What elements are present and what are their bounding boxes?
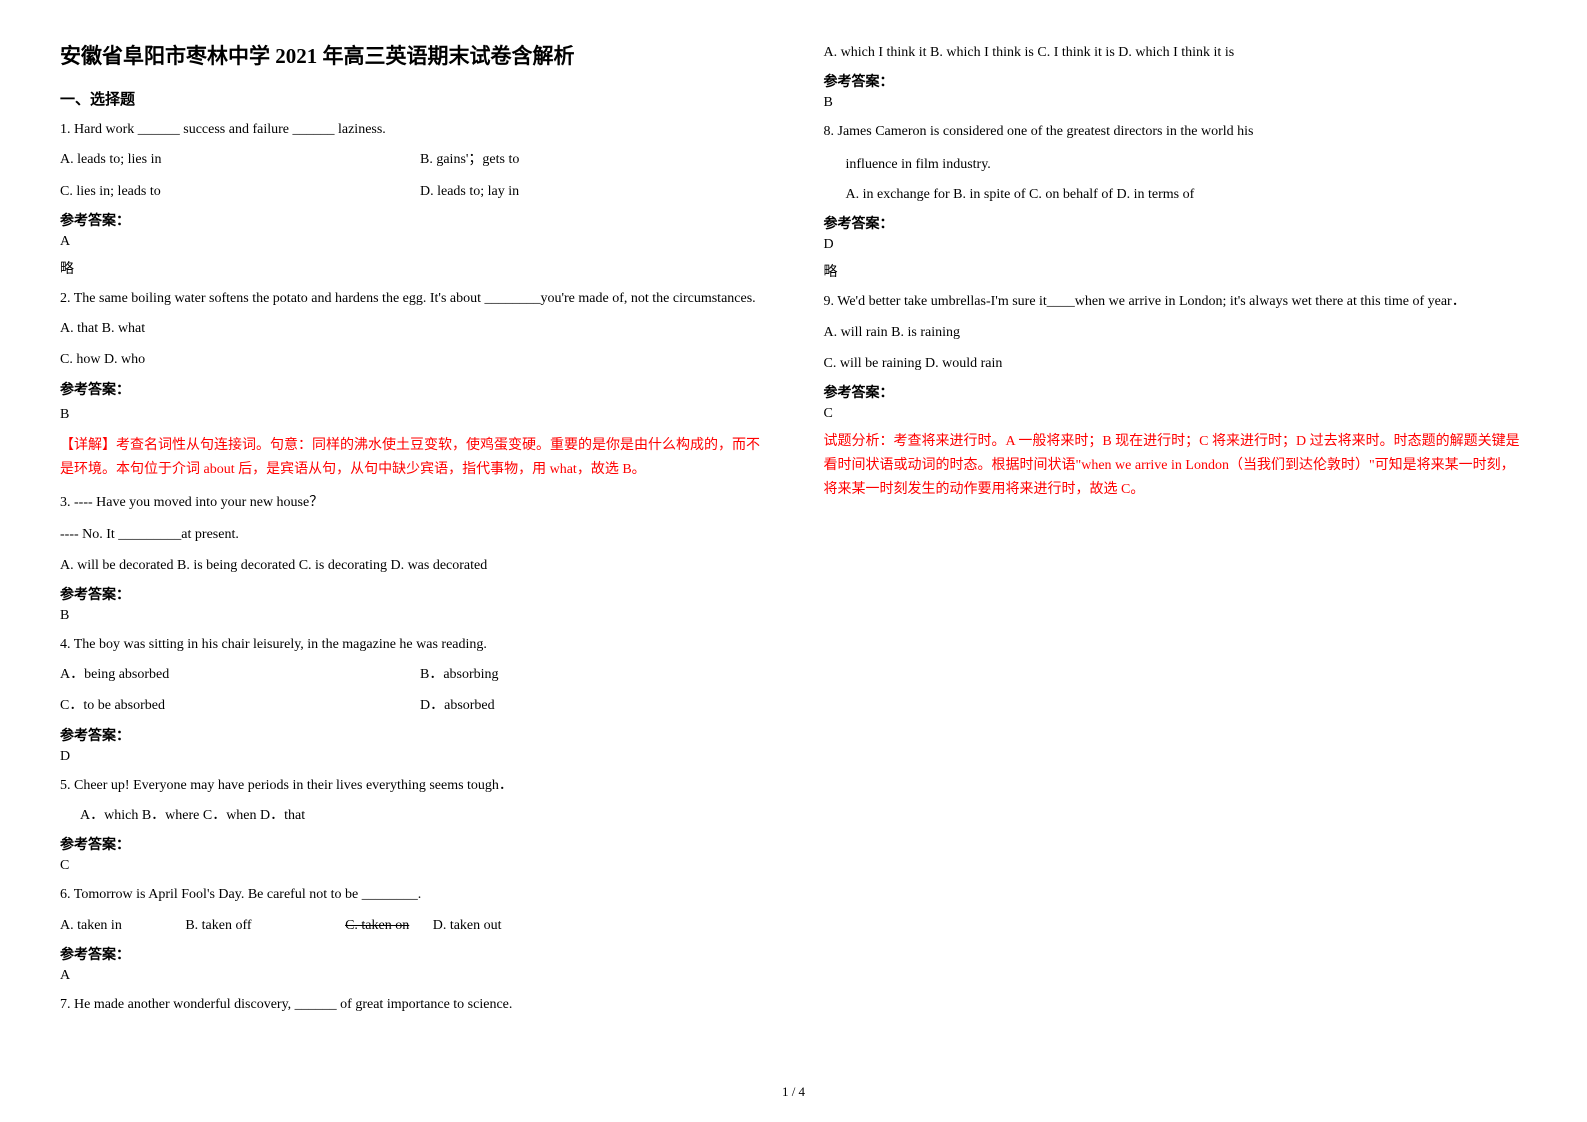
q8-ans-label: 参考答案：: [824, 213, 1528, 233]
page-title: 安徽省阜阳市枣林中学 2021 年高三英语期末试卷含解析: [60, 40, 764, 70]
q2-optAB: A. that B. what: [60, 316, 764, 341]
q4-row2: C．to be absorbed D．absorbed: [60, 693, 764, 718]
q4-optA: A．being absorbed: [60, 662, 420, 687]
q5-ans-label: 参考答案：: [60, 834, 764, 854]
q3-ans: B: [60, 608, 764, 624]
q4-ans-label: 参考答案：: [60, 725, 764, 745]
q9-optAB: A. will rain B. is raining: [824, 320, 1528, 345]
q6-stem: 6. Tomorrow is April Fool's Day. Be care…: [60, 884, 764, 906]
q4-optD: D．absorbed: [420, 693, 495, 718]
q6-optA: A. taken in: [60, 913, 122, 938]
q8-ans: D: [824, 237, 1528, 253]
q4-stem: 4. The boy was sitting in his chair leis…: [60, 634, 764, 656]
q1-optD: D. leads to; lay in: [420, 179, 519, 204]
q5-ans: C: [60, 858, 764, 874]
q4-optC: C．to be absorbed: [60, 693, 420, 718]
q5-stem: 5. Cheer up! Everyone may have periods i…: [60, 775, 764, 797]
q5-opts: A．which B．where C．when D．that: [60, 803, 764, 828]
q1-row2: C. lies in; leads to D. leads to; lay in: [60, 179, 764, 204]
q7-opts: A. which I think it B. which I think is …: [824, 40, 1528, 65]
q1-stem: 1. Hard work ______ success and failure …: [60, 119, 764, 141]
q3-stem2: ---- No. It _________at present.: [60, 524, 764, 546]
q2-ans: B: [60, 403, 764, 427]
q6-ans-label: 参考答案：: [60, 944, 764, 964]
q7-ans: B: [824, 95, 1528, 111]
section-heading: 一、选择题: [60, 88, 764, 109]
q9-optCD: C. will be raining D. would rain: [824, 351, 1528, 376]
q7-stem: 7. He made another wonderful discovery, …: [60, 994, 764, 1016]
q1-ans: A: [60, 234, 764, 250]
q4-ans: D: [60, 749, 764, 765]
q4-optB: B．absorbing: [420, 662, 499, 687]
q2-optCD: C. how D. who: [60, 347, 764, 372]
q1-row1: A. leads to; lies in B. gains'；gets to: [60, 147, 764, 172]
q9-stem: 9. We'd better take umbrellas-I'm sure i…: [824, 291, 1528, 313]
q6-ans: A: [60, 968, 764, 984]
q4-row1: A．being absorbed B．absorbing: [60, 662, 764, 687]
q6-optC: C. taken on: [345, 913, 409, 938]
q3-ans-label: 参考答案：: [60, 584, 764, 604]
q2-explain: 【详解】考查名词性从句连接词。句意：同样的沸水使土豆变软，使鸡蛋变硬。重要的是你…: [60, 434, 764, 482]
q6-optB: B. taken off: [185, 913, 251, 938]
q8-note: 略: [824, 261, 1528, 281]
q1-note: 略: [60, 258, 764, 278]
q2-stem: 2. The same boiling water softens the po…: [60, 288, 764, 310]
q8-opts: A. in exchange for B. in spite of C. on …: [824, 182, 1528, 207]
q1-optC: C. lies in; leads to: [60, 179, 420, 204]
q3-opts: A. will be decorated B. is being decorat…: [60, 553, 764, 578]
q6-opts: A. taken in B. taken off C. taken on D. …: [60, 913, 764, 938]
q8-stem1: 8. James Cameron is considered one of th…: [824, 121, 1528, 143]
q3-stem1: 3. ---- Have you moved into your new hou…: [60, 492, 764, 514]
q1-optB: B. gains'；gets to: [420, 147, 519, 172]
q9-explain: 试题分析：考查将来进行时。A 一般将来时；B 现在进行时；C 将来进行时；D 过…: [824, 430, 1528, 501]
q7-ans-label: 参考答案：: [824, 71, 1528, 91]
page-number: 1 / 4: [0, 1084, 1587, 1100]
q1-ans-label: 参考答案：: [60, 210, 764, 230]
q9-ans-label: 参考答案：: [824, 382, 1528, 402]
q8-stem2: influence in film industry.: [824, 154, 1528, 176]
q6-optD: D. taken out: [433, 913, 502, 938]
q1-optA: A. leads to; lies in: [60, 147, 420, 172]
q9-ans: C: [824, 406, 1528, 422]
q2-ans-label: 参考答案：: [60, 379, 764, 399]
